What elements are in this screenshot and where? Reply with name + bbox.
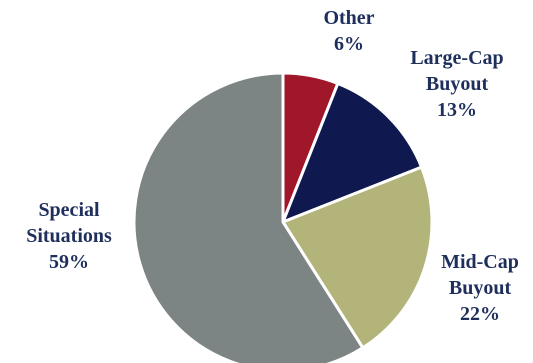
slice-value-3: 59% bbox=[49, 251, 89, 273]
slice-name-3: Situations bbox=[26, 225, 112, 247]
slice-label-3: Special Situations 59% bbox=[26, 199, 112, 273]
pie-labels: Other 6% Large-Cap Buyout 13% Mid-Cap Buyout 22… bbox=[26, 7, 519, 325]
pie-slices bbox=[132, 71, 434, 363]
slice-label-1: Large-Cap Buyout 13% bbox=[410, 47, 503, 121]
slice-name-1: Buyout bbox=[426, 73, 489, 95]
slice-value-0: 6% bbox=[334, 33, 364, 55]
slice-label-0: Other 6% bbox=[323, 7, 374, 55]
pie-slice-2 bbox=[281, 165, 434, 350]
pie-slice-3 bbox=[132, 71, 365, 363]
slice-label-2: Mid-Cap Buyout 22% bbox=[441, 251, 519, 325]
pie-slice-1 bbox=[281, 81, 424, 224]
slice-name-2: Buyout bbox=[449, 277, 512, 299]
slice-value-2: 22% bbox=[460, 303, 500, 325]
slice-name-1: Large-Cap bbox=[410, 47, 503, 69]
slice-name-0: Other bbox=[323, 7, 374, 29]
slice-value-1: 13% bbox=[437, 99, 477, 121]
slice-name-2: Mid-Cap bbox=[441, 251, 519, 273]
slice-name-3: Special bbox=[38, 199, 100, 221]
